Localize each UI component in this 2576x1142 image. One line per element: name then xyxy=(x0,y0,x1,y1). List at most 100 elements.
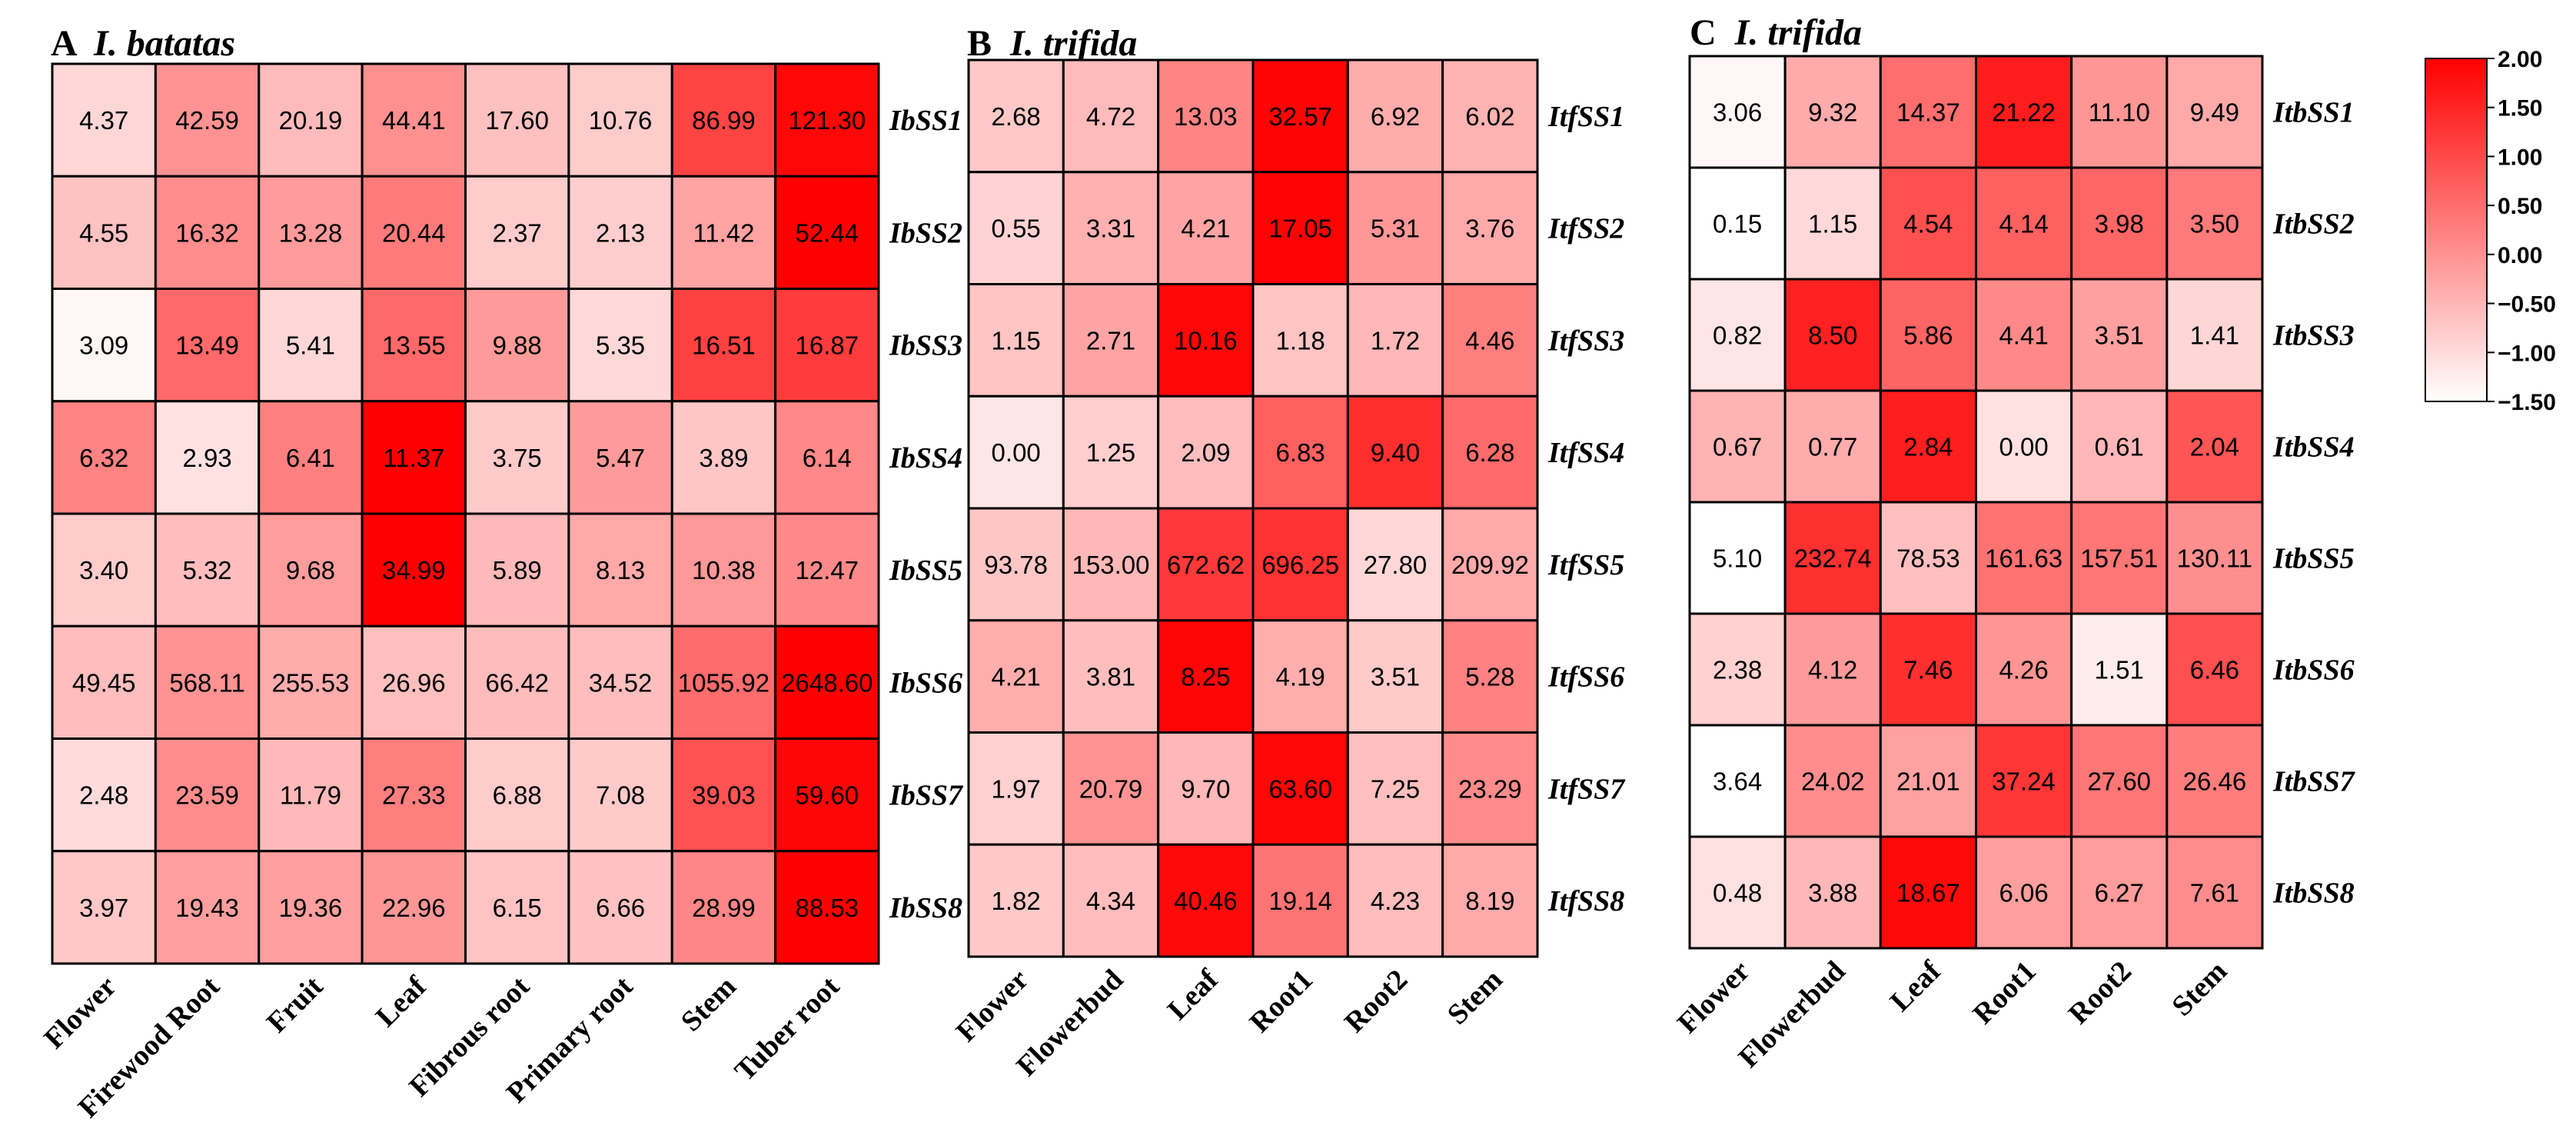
cell-value-label: 26.46 xyxy=(2183,767,2247,796)
cell-value-label: 3.89 xyxy=(699,444,748,472)
cell-value-label: 8.19 xyxy=(1465,887,1514,915)
cell-value-label: 13.03 xyxy=(1174,102,1238,131)
cell-value-label: 6.83 xyxy=(1276,438,1325,467)
cell-value-label: 17.60 xyxy=(485,106,549,135)
heatmap-cell xyxy=(1783,389,1882,504)
cell-value-label: 1.72 xyxy=(1371,326,1420,355)
panel-a-letter: A xyxy=(51,23,78,64)
row-label: ItbSS3 xyxy=(2272,320,2355,352)
heatmap-cell xyxy=(567,624,673,740)
cell-value-label: 5.31 xyxy=(1371,215,1420,243)
heatmap-cell xyxy=(1688,724,1787,838)
cell-value-label: 13.49 xyxy=(175,331,239,360)
cell-value-label: 4.12 xyxy=(1808,656,1857,684)
heatmap-cell xyxy=(1441,843,1539,958)
heatmap-cell xyxy=(1975,389,2073,504)
row-label: ItbSS4 xyxy=(2272,431,2355,464)
heatmap-cell xyxy=(2166,724,2264,838)
cell-value-label: 4.37 xyxy=(79,106,128,135)
cell-value-label: 11.37 xyxy=(383,444,444,472)
heatmap-cell xyxy=(1783,278,1882,392)
heatmap-cell xyxy=(1879,501,1977,615)
row-label: IbSS8 xyxy=(889,892,962,924)
panel-c-title: C I. trifida xyxy=(1690,12,1862,53)
cell-value-label: 5.28 xyxy=(1465,663,1514,691)
heatmap-cell xyxy=(1688,55,1787,169)
heatmap-cell xyxy=(1879,55,1977,169)
heatmap-cell xyxy=(1251,619,1349,734)
heatmap-cell xyxy=(1062,843,1160,958)
cell-value-label: 20.79 xyxy=(1079,774,1143,803)
heatmap-cell xyxy=(2070,835,2169,950)
cell-value-label: 4.46 xyxy=(1465,326,1514,355)
cell-value-label: 4.23 xyxy=(1371,887,1420,915)
cell-value-label: 0.00 xyxy=(1999,433,2048,461)
cell-value-label: 6.15 xyxy=(493,894,542,922)
colorbar-tick-label: 2.00 xyxy=(2498,47,2542,72)
cell-value-label: 6.14 xyxy=(803,444,852,472)
cell-value-label: 32.57 xyxy=(1268,102,1332,131)
row-label: IbSS5 xyxy=(889,554,962,587)
panel-b-species: I. trifida xyxy=(1009,23,1137,64)
heatmap-cell xyxy=(1783,724,1882,838)
cell-value-label: 0.15 xyxy=(1713,210,1762,238)
cell-value-label: 44.41 xyxy=(382,106,446,135)
colorbar-tick-label: 1.50 xyxy=(2498,96,2542,122)
row-label: IbSS1 xyxy=(889,105,962,137)
cell-value-label: 6.32 xyxy=(79,444,128,472)
heatmap-cell xyxy=(1879,278,1977,392)
cell-value-label: 3.88 xyxy=(1808,879,1857,907)
cell-value-label: 3.75 xyxy=(493,444,542,472)
cell-value-label: 2.68 xyxy=(992,102,1041,131)
cell-value-label: 86.99 xyxy=(692,106,756,135)
heatmap-panel-a: 4.37 42.59 20.19 44.41 17.60 10.76 86.99 121.30… xyxy=(38,62,964,1124)
heatmap-cell xyxy=(1157,395,1255,510)
heatmap-cell xyxy=(258,288,364,403)
row-label: ItfSS2 xyxy=(1547,213,1624,245)
cell-value-label: 4.54 xyxy=(1903,210,1953,238)
heatmap-cell xyxy=(967,171,1065,285)
cell-value-label: 3.06 xyxy=(1713,98,1762,127)
cell-value-label: 232.74 xyxy=(1794,544,1872,573)
heatmap-cell xyxy=(774,175,880,290)
heatmap-cell xyxy=(361,175,467,290)
column-label: Root2 xyxy=(1338,964,1414,1039)
heatmap-cell xyxy=(51,850,157,965)
heatmap-cell xyxy=(2166,612,2264,727)
column-label: Leaf xyxy=(1884,954,1948,1018)
colorbar-tick-label: 1.00 xyxy=(2498,145,2542,170)
column-label: Stem xyxy=(675,971,743,1038)
panel-c-species: I. trifida xyxy=(1734,12,1862,53)
heatmap-cell xyxy=(1783,835,1882,950)
cell-value-label: 10.76 xyxy=(589,106,653,135)
heatmap-cell xyxy=(774,850,880,965)
cell-value-label: 5.89 xyxy=(493,556,542,584)
heatmap-cell xyxy=(1879,835,1977,950)
cell-value-label: 37.24 xyxy=(1992,767,2056,796)
heatmap-cell xyxy=(51,737,157,853)
cell-value-label: 16.51 xyxy=(692,331,756,360)
cell-value-label: 16.87 xyxy=(796,331,859,360)
cell-value-label: 8.25 xyxy=(1181,663,1230,691)
cell-value-label: 4.21 xyxy=(992,663,1041,691)
cell-value-label: 1.15 xyxy=(992,326,1041,355)
row-label: ItfSS7 xyxy=(1547,773,1626,805)
cell-value-label: 4.26 xyxy=(1999,656,2048,684)
cell-value-label: 568.11 xyxy=(169,668,244,697)
cell-value-label: 2.38 xyxy=(1713,656,1762,684)
heatmap-cell xyxy=(1346,619,1444,734)
column-label: Root1 xyxy=(1967,955,2043,1030)
cell-value-label: 1.51 xyxy=(2095,656,2144,684)
cell-value-label: 3.76 xyxy=(1465,215,1514,243)
cell-value-label: 6.28 xyxy=(1465,438,1514,467)
heatmap-cell xyxy=(1783,612,1882,727)
cell-value-label: 11.42 xyxy=(693,218,754,247)
heatmap-cell xyxy=(670,737,777,853)
heatmap-cell xyxy=(2166,501,2264,615)
heatmap-panel-b: 2.68 4.72 13.03 32.57 6.92 6.02 0.55 3.31 4.21 17… xyxy=(950,58,1626,1083)
cell-value-label: 6.27 xyxy=(2095,879,2144,907)
cell-value-label: 130.11 xyxy=(2177,544,2252,573)
panel-b-title: B I. trifida xyxy=(967,23,1137,64)
row-label: ItbSS6 xyxy=(2272,654,2355,687)
